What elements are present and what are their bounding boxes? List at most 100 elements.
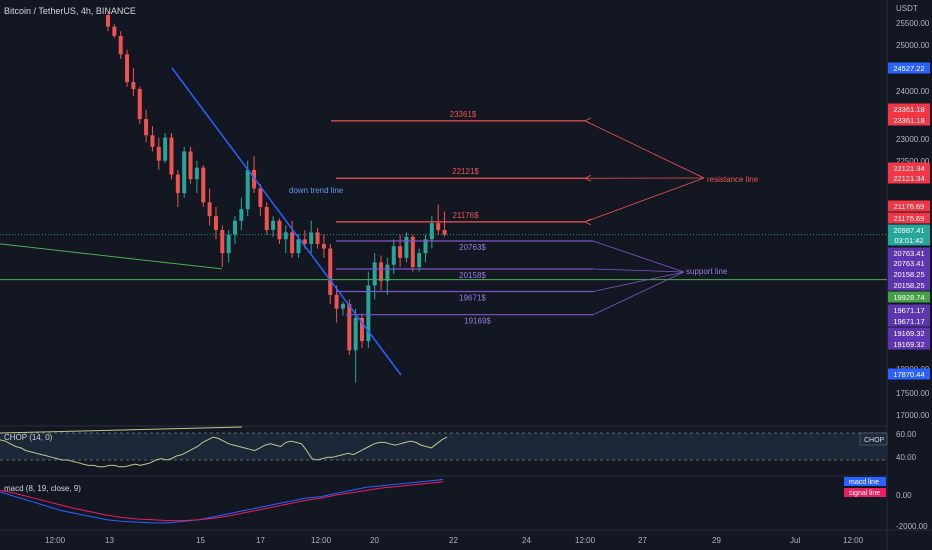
price-tick: 25500.00 bbox=[896, 19, 930, 28]
candle-body bbox=[360, 317, 364, 342]
time-axis[interactable]: 12:00 13 15 17 12:00 20 22 24 12:00 27 2… bbox=[45, 536, 864, 545]
macd-legend-label: macd line bbox=[849, 479, 879, 486]
price-label-tag bbox=[888, 279, 930, 291]
support-level-label: 20763$ bbox=[459, 243, 486, 252]
candle-body bbox=[372, 262, 377, 286]
price-label-tag bbox=[888, 368, 930, 380]
candle-body bbox=[410, 236, 415, 268]
time-tick: 29 bbox=[712, 536, 721, 545]
price-label-tag bbox=[888, 200, 930, 212]
candle-body bbox=[321, 243, 326, 249]
signal-legend-box bbox=[844, 488, 886, 497]
resistance-level-label: 21176$ bbox=[452, 211, 479, 220]
candle-body bbox=[194, 167, 199, 180]
time-tick: 15 bbox=[196, 536, 205, 545]
price-label-tag bbox=[888, 62, 930, 74]
time-tick: 17 bbox=[256, 536, 265, 545]
price-label-text: 21176.69 bbox=[894, 214, 925, 223]
candle-body bbox=[144, 119, 149, 136]
candle-body bbox=[366, 285, 371, 342]
time-tick: 22 bbox=[449, 536, 458, 545]
resistance-level-label: 22121$ bbox=[452, 167, 479, 176]
chop-band bbox=[0, 433, 887, 460]
price-label-text: 20763.41 bbox=[893, 259, 924, 268]
down-trend-line bbox=[171, 67, 402, 376]
level-lines: 23361$ 22121$ 21176$ 20763$ 20158$ 19671$ 1916… bbox=[0, 67, 887, 376]
price-tick: 23000.00 bbox=[896, 135, 930, 144]
price-label-text: 20158.25 bbox=[893, 270, 924, 279]
price-label-tag bbox=[888, 103, 930, 115]
price-label-text: 19169.32 bbox=[893, 329, 924, 338]
candle-body bbox=[404, 236, 409, 258]
price-tick: 22500.00 bbox=[896, 157, 930, 166]
signal-legend-label: signal line bbox=[849, 490, 880, 497]
candle-body bbox=[309, 232, 314, 244]
candle-body bbox=[169, 137, 174, 175]
macd-line bbox=[0, 479, 444, 524]
signal-line bbox=[0, 481, 444, 522]
resistance-arrowhead bbox=[584, 117, 592, 125]
price-label-tag bbox=[888, 338, 930, 350]
chop-line bbox=[0, 436, 448, 468]
candle-body bbox=[379, 262, 384, 281]
time-tick: 12:00 bbox=[843, 536, 864, 545]
price-label-text: 21176.69 bbox=[894, 202, 925, 211]
price-label-text: 23361.18 bbox=[893, 105, 924, 114]
candle-body bbox=[277, 220, 282, 240]
support-level-label: 19671$ bbox=[459, 293, 486, 302]
price-label-tag bbox=[888, 327, 930, 339]
candle-body bbox=[258, 188, 263, 207]
candle-body bbox=[201, 167, 206, 203]
price-label-tag bbox=[888, 247, 930, 259]
price-label-tag bbox=[888, 315, 930, 327]
resistance-arrowhead bbox=[584, 174, 592, 182]
support-pointer bbox=[592, 271, 685, 316]
candle-body bbox=[118, 35, 123, 55]
price-tick: 25000.00 bbox=[896, 41, 930, 50]
price-label-text: 20763.41 bbox=[893, 249, 924, 258]
price-label-tag bbox=[888, 304, 930, 316]
candle-body bbox=[239, 209, 244, 221]
candle-body bbox=[283, 232, 288, 240]
candle-body bbox=[423, 239, 428, 254]
price-label-tag bbox=[888, 162, 930, 174]
price-label-text: 03:01:42 bbox=[894, 236, 923, 245]
time-tick: 13 bbox=[105, 536, 114, 545]
chop-legend-label: CHOP bbox=[864, 437, 885, 444]
candle-body bbox=[125, 54, 130, 83]
price-label-tag bbox=[888, 291, 930, 303]
candle-body bbox=[417, 253, 422, 268]
candle-body bbox=[245, 169, 250, 210]
support-level-label: 20158$ bbox=[459, 271, 486, 280]
time-tick: Jul bbox=[790, 536, 800, 545]
price-tick: 17000.00 bbox=[896, 411, 930, 420]
trend-annotation: down trend line bbox=[289, 186, 344, 195]
price-label-tag bbox=[888, 268, 930, 280]
price-label-text: 24527.22 bbox=[893, 64, 924, 73]
chop-tick: 60.00 bbox=[896, 430, 917, 439]
resistance-pointer bbox=[584, 120, 705, 179]
candle-body bbox=[131, 82, 136, 90]
candle-body bbox=[398, 246, 403, 258]
resistance-annotation: resistance line bbox=[707, 175, 759, 184]
time-tick: 12:00 bbox=[45, 536, 66, 545]
support-pointer bbox=[592, 271, 685, 292]
candle-body bbox=[112, 26, 117, 36]
candle-body bbox=[391, 246, 396, 265]
candle-body bbox=[182, 151, 187, 194]
candle-body bbox=[213, 216, 218, 231]
candle-body bbox=[188, 151, 193, 180]
time-tick: 24 bbox=[522, 536, 531, 545]
price-label-text: 19928.74 bbox=[893, 293, 924, 302]
macd-tick: 0.00 bbox=[896, 491, 912, 500]
candle-body bbox=[106, 15, 110, 27]
price-label-stack: 24527.22 23361.18 23361.18 22121.3422121.34… bbox=[888, 62, 930, 380]
candlestick-series bbox=[106, 12, 447, 383]
candle-body bbox=[271, 220, 276, 231]
candle-body bbox=[290, 232, 295, 254]
time-tick: 12:00 bbox=[311, 536, 332, 545]
macd-tick: -2000.00 bbox=[896, 522, 928, 531]
support-pointer bbox=[592, 240, 685, 273]
price-label-text: 20987.41 bbox=[893, 226, 924, 235]
